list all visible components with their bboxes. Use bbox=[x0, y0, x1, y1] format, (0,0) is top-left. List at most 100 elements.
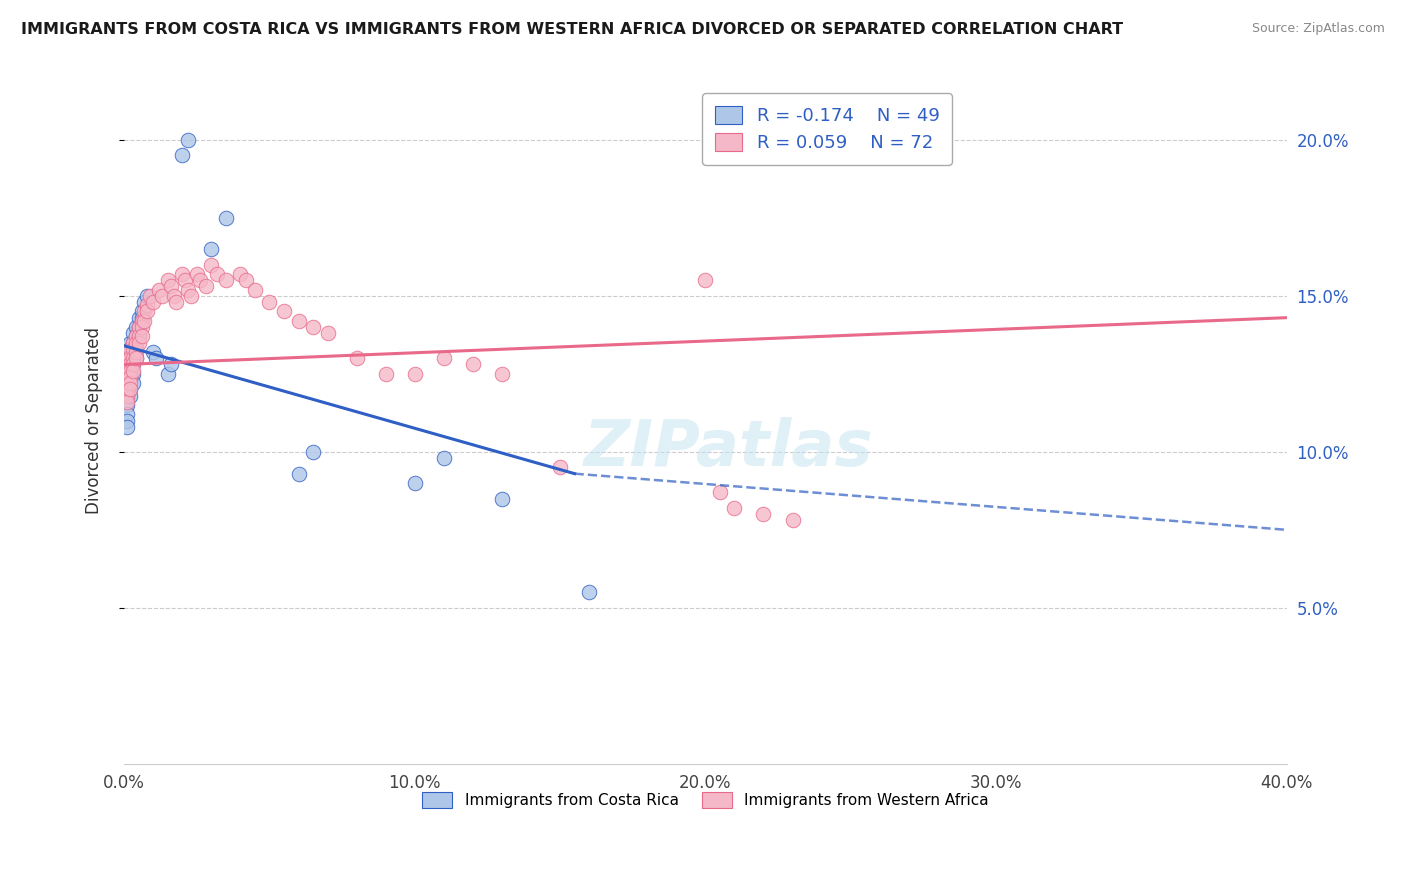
Point bbox=[118, 383, 141, 397]
Text: ZIPatlas: ZIPatlas bbox=[583, 417, 873, 479]
Point bbox=[125, 329, 148, 343]
Point bbox=[125, 335, 148, 350]
Point bbox=[548, 460, 571, 475]
Point bbox=[165, 295, 187, 310]
Point bbox=[115, 383, 138, 397]
Point bbox=[131, 329, 153, 343]
Point bbox=[433, 451, 456, 466]
Point bbox=[115, 389, 138, 403]
Point bbox=[125, 351, 148, 366]
Point bbox=[404, 476, 426, 491]
Point bbox=[156, 273, 179, 287]
Point bbox=[125, 342, 148, 356]
Point bbox=[302, 445, 325, 459]
Point bbox=[159, 358, 181, 372]
Point bbox=[128, 310, 150, 325]
Point bbox=[115, 420, 138, 434]
Point bbox=[134, 304, 156, 318]
Point bbox=[118, 342, 141, 356]
Point bbox=[118, 367, 141, 381]
Point bbox=[172, 267, 194, 281]
Point bbox=[156, 367, 179, 381]
Point bbox=[115, 370, 138, 384]
Point bbox=[159, 279, 181, 293]
Point bbox=[302, 320, 325, 334]
Y-axis label: Divorced or Separated: Divorced or Separated bbox=[86, 327, 103, 514]
Point bbox=[177, 133, 200, 147]
Point bbox=[121, 367, 143, 381]
Point bbox=[259, 295, 281, 310]
Point bbox=[121, 326, 143, 341]
Point bbox=[172, 148, 194, 162]
Point bbox=[131, 310, 153, 325]
Point bbox=[177, 283, 200, 297]
Point bbox=[121, 342, 143, 356]
Point bbox=[115, 364, 138, 378]
Point bbox=[578, 585, 600, 599]
Point bbox=[125, 320, 148, 334]
Point bbox=[723, 500, 745, 515]
Point bbox=[125, 329, 148, 343]
Point bbox=[205, 267, 228, 281]
Point bbox=[215, 211, 238, 225]
Point bbox=[134, 314, 156, 328]
Point bbox=[709, 485, 731, 500]
Point bbox=[115, 360, 138, 375]
Point bbox=[115, 398, 138, 412]
Point bbox=[115, 395, 138, 409]
Point bbox=[128, 320, 150, 334]
Point bbox=[125, 345, 148, 359]
Point bbox=[118, 342, 141, 356]
Point bbox=[118, 358, 141, 372]
Point bbox=[194, 279, 217, 293]
Point bbox=[118, 351, 141, 366]
Point bbox=[491, 491, 513, 506]
Point bbox=[118, 376, 141, 391]
Point bbox=[118, 364, 141, 378]
Point bbox=[433, 351, 456, 366]
Point bbox=[229, 267, 252, 281]
Point bbox=[121, 345, 143, 359]
Point bbox=[142, 295, 165, 310]
Point bbox=[145, 351, 167, 366]
Point bbox=[118, 373, 141, 387]
Point bbox=[115, 358, 138, 372]
Point bbox=[200, 242, 222, 256]
Point bbox=[148, 283, 170, 297]
Point bbox=[215, 273, 238, 287]
Text: IMMIGRANTS FROM COSTA RICA VS IMMIGRANTS FROM WESTERN AFRICA DIVORCED OR SEPARAT: IMMIGRANTS FROM COSTA RICA VS IMMIGRANTS… bbox=[21, 22, 1123, 37]
Point bbox=[125, 351, 148, 366]
Point bbox=[118, 370, 141, 384]
Legend: Immigrants from Costa Rica, Immigrants from Western Africa: Immigrants from Costa Rica, Immigrants f… bbox=[416, 787, 995, 814]
Point bbox=[121, 358, 143, 372]
Point bbox=[121, 364, 143, 378]
Point bbox=[273, 304, 295, 318]
Point bbox=[404, 367, 426, 381]
Point bbox=[136, 304, 159, 318]
Point bbox=[180, 289, 202, 303]
Point bbox=[115, 414, 138, 428]
Point bbox=[121, 376, 143, 391]
Point bbox=[115, 408, 138, 422]
Point bbox=[136, 289, 159, 303]
Point bbox=[316, 326, 339, 341]
Point bbox=[243, 283, 266, 297]
Point bbox=[235, 273, 257, 287]
Point bbox=[118, 389, 141, 403]
Point bbox=[174, 273, 197, 287]
Point bbox=[131, 304, 153, 318]
Point bbox=[121, 358, 143, 372]
Point bbox=[115, 367, 138, 381]
Point bbox=[118, 335, 141, 350]
Text: Source: ZipAtlas.com: Source: ZipAtlas.com bbox=[1251, 22, 1385, 36]
Point bbox=[461, 358, 484, 372]
Point bbox=[115, 376, 138, 391]
Point bbox=[118, 351, 141, 366]
Point bbox=[142, 345, 165, 359]
Point bbox=[346, 351, 368, 366]
Point bbox=[121, 335, 143, 350]
Point bbox=[118, 383, 141, 397]
Point bbox=[118, 358, 141, 372]
Point bbox=[491, 367, 513, 381]
Point bbox=[115, 389, 138, 403]
